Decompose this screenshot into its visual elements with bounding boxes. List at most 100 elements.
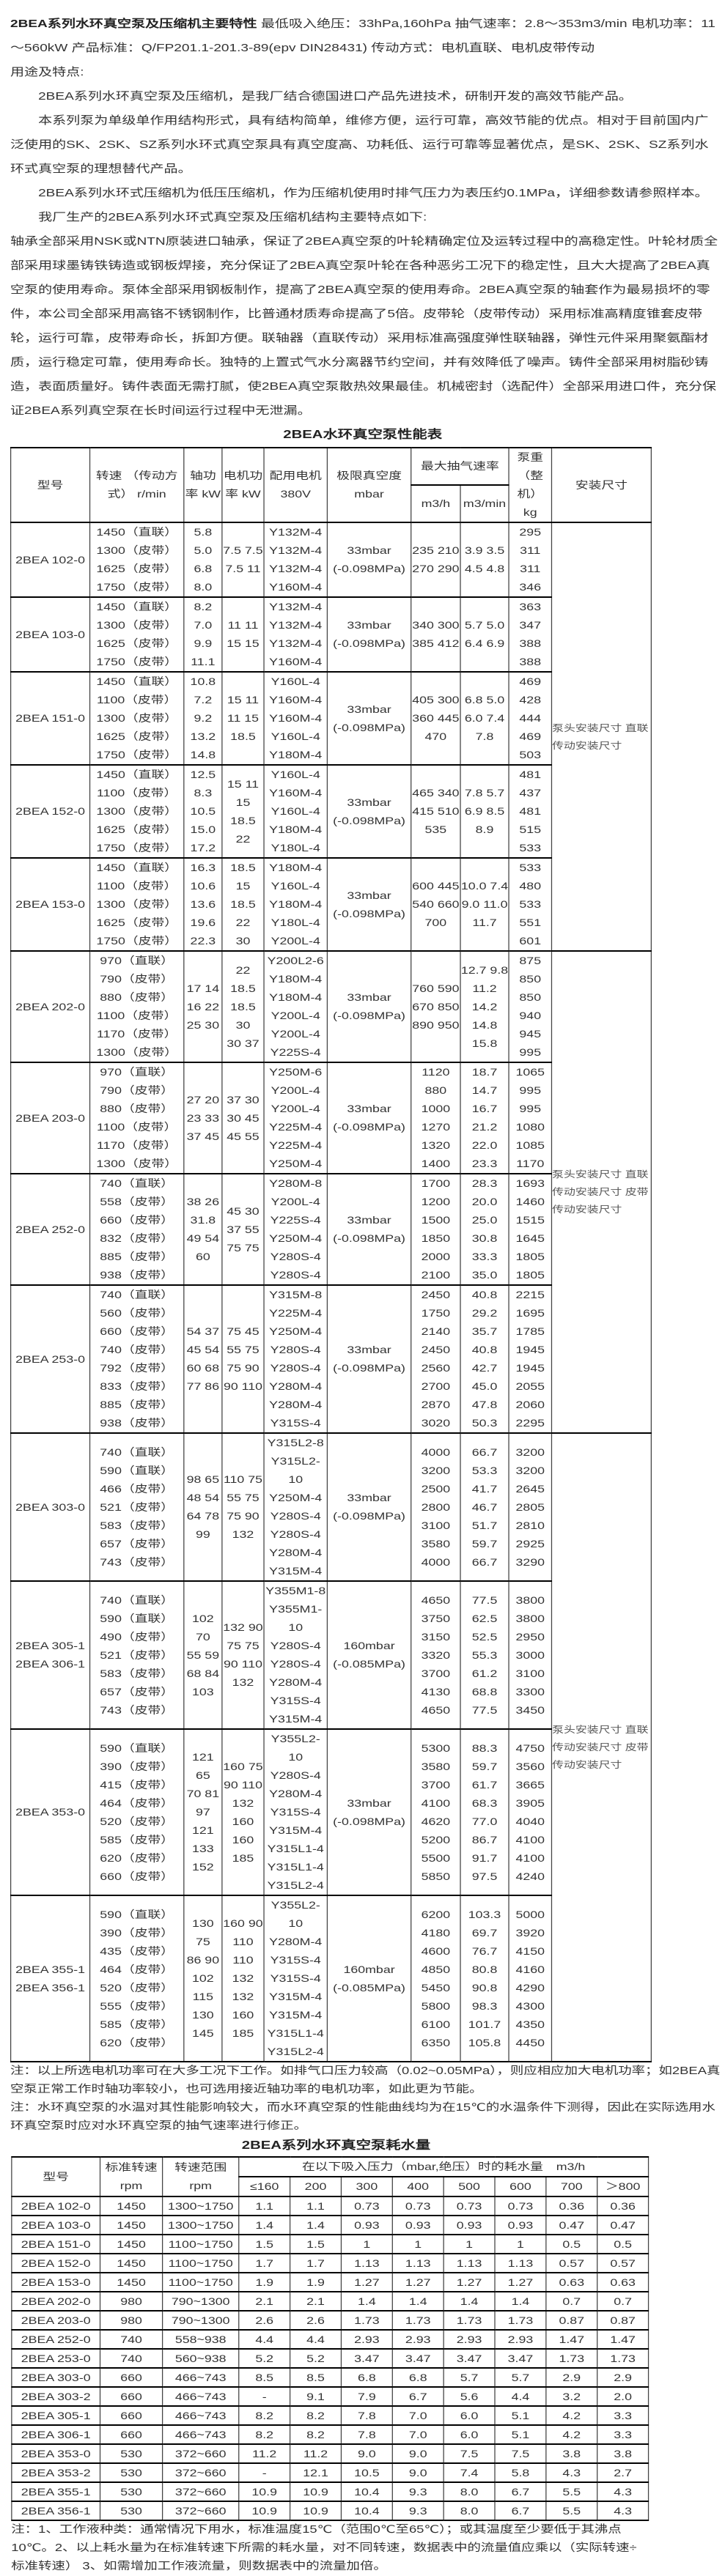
vacuum-cell: 33mbar (-0.098MPa) [326, 857, 412, 952]
table-row: 2BEA 151-0 1450 1100~1750 1.5 1.5 1 1 1 1 0.5 0.5 [11, 2234, 649, 2254]
capacity-m3h-cell: 4650 3750 3150 3320 3700 4130 4650 [411, 1580, 461, 1730]
model-cell: 2BEA 103-0 [11, 2215, 101, 2235]
speed-cell: 740（直联） 590（直联） 490（皮带） 521（皮带） 583（皮带） … [89, 1580, 185, 1730]
consumption-cell: 5.5 [545, 2501, 598, 2521]
consumption-cell: 0.73 [391, 2196, 444, 2216]
consumption-cell: 4.3 [597, 2481, 649, 2502]
speed-range-cell: 1300~1750 [161, 2196, 240, 2216]
model-cell: 2BEA 202-0 [10, 950, 91, 1063]
table-row: 2BEA 306-1 660 466~743 8.2 8.2 7.8 7.0 6.0 5.1 4.… [11, 2424, 649, 2445]
performance-table: 型号 转速 （传动方式） r/min 轴功率 kW 电机功率 kW 配用电机 3… [10, 447, 652, 2062]
header-subrow: m3/h m3/min [11, 484, 652, 523]
consumption-cell: 1.4 [238, 2215, 291, 2235]
consumption-cell: 6.7 [391, 2386, 444, 2407]
std-speed-cell: 660 [99, 2405, 163, 2426]
consumption-cell: 1.13 [443, 2253, 496, 2273]
water-note: 注：1、工作液种类：通常情况下用水，标准温度15℃（范围0℃至65℃）；或其温度… [11, 2524, 637, 2572]
table-row: 2BEA 305-1 2BEA 306-1 740（直联） 590（直联） 490… [10, 1580, 652, 1730]
model-cell: 2BEA 103-0 [10, 596, 91, 673]
consumption-cell: 0.93 [443, 2215, 496, 2235]
consumption-cell: 0.47 [545, 2215, 598, 2235]
consumption-cell: 1.9 [289, 2272, 342, 2292]
consumption-cell: 2.93 [340, 2329, 393, 2350]
model-cell: 2BEA 303-0 [10, 1432, 91, 1582]
motor-cell: Y355M1-8 Y355M1-10 Y280S-4 Y280S-4 Y280M… [263, 1580, 328, 1730]
consumption-cell: 6.0 [443, 2424, 496, 2445]
consumption-cell: 2.93 [443, 2329, 496, 2350]
model-cell: 2BEA 353-0 [10, 1728, 91, 1896]
consumption-cell: 1.5 [289, 2234, 342, 2254]
consumption-cell: 6.8 [340, 2367, 393, 2388]
motor-power-cell: 75 45 55 75 75 90 90 110 [221, 1284, 265, 1434]
table-row: 2BEA 153-0 1450 1100~1750 1.9 1.9 1.27 1.27 1.2… [11, 2272, 649, 2292]
model-cell: 2BEA 305-1 [11, 2405, 101, 2426]
perf-table-title: 2BEA水环真空泵性能表 [283, 429, 443, 441]
consumption-cell: 1.73 [597, 2348, 649, 2369]
consumption-cell: 5.1 [494, 2405, 547, 2426]
shaft-power-cell: 121 65 70 81 97 121 133 152 [183, 1728, 223, 1896]
consumption-cell: 1 [391, 2234, 444, 2254]
shaft-power-cell: 102 70 55 59 68 84 103 [183, 1580, 223, 1730]
header-weight: 泵重（整机） kg [508, 447, 553, 523]
consumption-cell: 1.1 [238, 2196, 291, 2216]
consumption-cell: 0.47 [597, 2215, 649, 2235]
vacuum-cell: 33mbar (-0.098MPa) [326, 1284, 412, 1434]
motor-power-cell: 160 75 90 110 132 160 160 185 [221, 1728, 265, 1896]
perf-note: 注：以上所选电机功率可在大多工况下工作。如排气口压力较高（0.02~0.05MP… [10, 2065, 721, 2095]
speed-range-cell: 466~743 [161, 2424, 240, 2445]
speed-cell: 970（直联） 790（皮带） 880（皮带） 1100（皮带） 1170（皮带… [89, 950, 185, 1063]
capacity-m3min-cell: 10.0 7.4 9.0 11.0 11.7 [460, 857, 509, 952]
shaft-power-cell: 12.5 8.3 10.5 15.0 17.2 [183, 764, 223, 859]
consumption-cell: 2.7 [597, 2462, 649, 2483]
motor-cell: Y315L2-8 Y315L2-10 Y250M-4 Y280S-4 Y280S… [263, 1432, 328, 1582]
header-pressure: 600 [494, 2176, 547, 2197]
consumption-cell: 11.2 [238, 2443, 291, 2464]
speed-cell: 590（直联） 390（皮带） 415（皮带） 464（皮带） 520（皮带） … [89, 1728, 185, 1896]
table-row: 2BEA 355-1 530 372~660 10.9 10.9 10.4 9.3 8.0 6.… [11, 2481, 649, 2502]
consumption-cell: 10.9 [289, 2501, 342, 2521]
model-cell: 2BEA 355-1 2BEA 356-1 [10, 1895, 91, 2062]
water-notes: 注：1、工作液种类：通常情况下用水，标准温度15℃（范围0℃至65℃）；或其温度… [11, 2521, 649, 2576]
speed-cell: 970（直联） 790（皮带） 880（皮带） 1100（皮带） 1170（皮带… [89, 1062, 185, 1174]
model-cell: 2BEA 356-1 [11, 2501, 101, 2521]
consumption-cell: 9.0 [391, 2443, 444, 2464]
speed-cell: 590（直联） 390（皮带） 435（皮带） 464（皮带） 520（皮带） … [89, 1895, 185, 2062]
capacity-m3h-cell: 1700 1200 1500 1850 2000 2100 [411, 1173, 461, 1286]
motor-cell: Y180M-4 Y160L-4 Y180M-4 Y180L-4 Y200L-4 [263, 857, 328, 952]
std-speed-cell: 660 [99, 2424, 163, 2445]
consumption-cell: 0.5 [597, 2234, 649, 2254]
table-row: 2BEA 151-0 1450（直联） 1100（皮带） 1300（皮带） 162… [10, 671, 652, 766]
table-row: 2BEA 202-0 980 790~1300 2.1 2.1 1.4 1.4 1.4 1.4 0… [11, 2291, 649, 2312]
consumption-cell: 9.0 [391, 2462, 444, 2483]
capacity-m3h-cell: 1120 880 1000 1270 1320 1400 [411, 1062, 461, 1174]
consumption-cell: 10.9 [289, 2481, 342, 2502]
install-size-cell: 泵头安装尺寸 直联传动安装尺寸 皮带传动安装尺寸 [551, 1432, 652, 2062]
table-row: 2BEA 152-0 1450（直联） 1100（皮带） 1300（皮带） 162… [10, 764, 652, 859]
weight-cell: 469 428 444 469 503 [508, 671, 553, 766]
consumption-cell: 2.1 [289, 2291, 342, 2312]
consumption-cell: 3.8 [545, 2443, 598, 2464]
consumption-cell: 1.27 [391, 2272, 444, 2292]
consumption-cell: 0.7 [597, 2291, 649, 2312]
speed-range-cell: 790~1300 [161, 2310, 240, 2331]
header-install: 安装尺寸 [551, 447, 652, 523]
std-speed-cell: 530 [99, 2462, 163, 2483]
consumption-cell: 4.3 [545, 2462, 598, 2483]
header-speed: 转速 （传动方式） r/min [89, 447, 185, 523]
motor-power-cell: 160 90 110 110 132 132 160 185 [221, 1895, 265, 2062]
consumption-cell: 10.9 [238, 2501, 291, 2521]
consumption-cell: 10.5 [340, 2462, 393, 2483]
speed-range-cell: 466~743 [161, 2405, 240, 2426]
consumption-cell: 11.2 [289, 2443, 342, 2464]
table-row: 2BEA 303-0 740（直联） 590（直联） 466（皮带） 521（皮带… [10, 1432, 652, 2062]
consumption-cell: 3.47 [443, 2348, 496, 2369]
consumption-cell: 3.2 [545, 2386, 598, 2407]
consumption-cell: 3.3 [597, 2424, 649, 2445]
consumption-cell: 1.4 [443, 2291, 496, 2312]
consumption-cell: 1.47 [545, 2329, 598, 2350]
consumption-cell: 5.2 [289, 2348, 342, 2369]
model-cell: 2BEA 203-0 [11, 2310, 101, 2331]
model-cell: 2BEA 355-1 [11, 2481, 101, 2502]
consumption-cell: 3.8 [597, 2443, 649, 2464]
